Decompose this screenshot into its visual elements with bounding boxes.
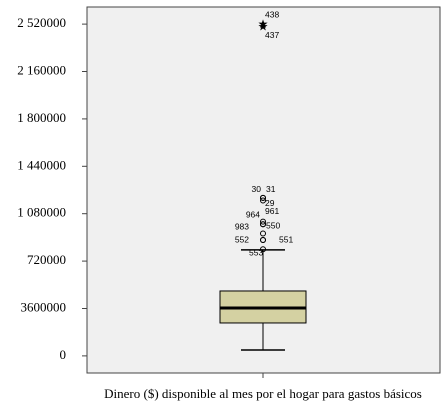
y-tick-label: 2 160000 xyxy=(17,62,66,77)
outlier-label: 553 xyxy=(249,247,263,257)
y-tick-label: 2 520000 xyxy=(17,15,66,30)
outlier-label: 437 xyxy=(265,30,279,40)
outlier xyxy=(260,230,266,237)
outlier-star: ★ xyxy=(258,19,269,33)
outlier xyxy=(260,194,266,201)
outlier-label: 31 xyxy=(266,184,276,194)
outlier-label: 438 xyxy=(265,9,279,19)
outlier xyxy=(260,221,266,228)
y-tick-label: 720000 xyxy=(27,252,66,267)
x-axis-label: Dinero ($) disponible al mes por el hoga… xyxy=(104,386,422,401)
outlier xyxy=(260,237,266,244)
outlier-label: 29 xyxy=(265,198,275,208)
outlier xyxy=(260,218,266,225)
outlier-label: 551 xyxy=(279,234,293,244)
y-tick-label: 3600000 xyxy=(21,299,67,314)
y-tick-label: 0 xyxy=(60,347,67,362)
outlier xyxy=(260,197,266,204)
outlier-label: 550 xyxy=(266,220,280,230)
outlier-label: 964 xyxy=(246,209,260,219)
outlier-label: 552 xyxy=(235,234,249,244)
y-tick-label: 1 800000 xyxy=(17,110,66,125)
outlier-label: 983 xyxy=(235,222,249,232)
outlier-label: 961 xyxy=(265,206,279,216)
outlier-label: 30 xyxy=(252,184,262,194)
outlier xyxy=(260,246,266,253)
y-tick-label: 1 080000 xyxy=(17,205,66,220)
outlier-star: ★ xyxy=(258,17,269,31)
y-tick-label: 1 440000 xyxy=(17,157,66,172)
